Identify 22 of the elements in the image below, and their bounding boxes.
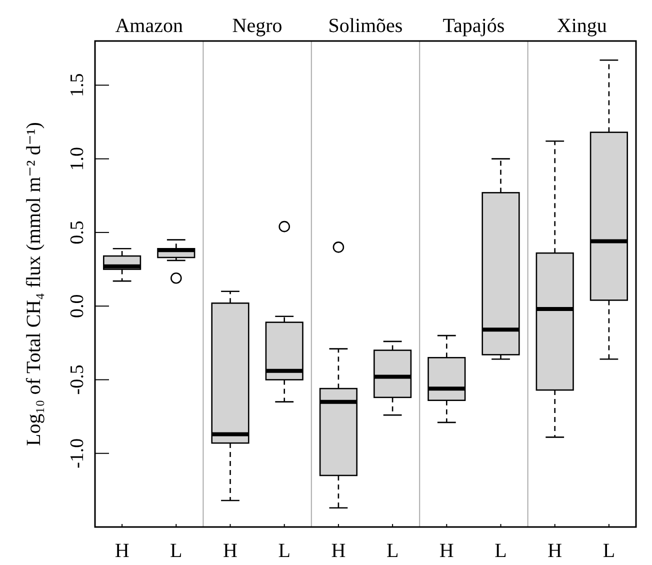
y-tick-label: 0.0 [67,294,88,318]
y-tick-label: 1.5 [67,73,88,98]
x-tick-label: L [494,540,507,562]
y-tick-label: 0.5 [67,220,88,244]
x-tick-label: H [114,540,130,562]
x-tick-label: H [331,540,346,562]
text: Solimões [328,15,403,37]
text: Amazon [115,15,183,37]
text: Tapajós [442,15,505,37]
x-tick-label: H [548,540,562,562]
x-tick-label: H [223,540,238,562]
x-tick-label: L [278,540,290,562]
x-tick-label: L [602,540,616,562]
x-tick-label: L [386,540,399,562]
y-tick-label: -0.5 [67,364,88,395]
x-tick-label: L [170,540,182,562]
text: Xingu [556,15,607,37]
y-tick-label: -1.0 [67,438,88,468]
text: Negro [232,15,282,37]
y-axis-title: Log₁₀ of Total CH₄ flux (mmol m⁻² d⁻¹) [23,122,45,446]
y-tick-label: 1.0 [67,146,88,171]
x-tick-label: H [439,540,454,562]
